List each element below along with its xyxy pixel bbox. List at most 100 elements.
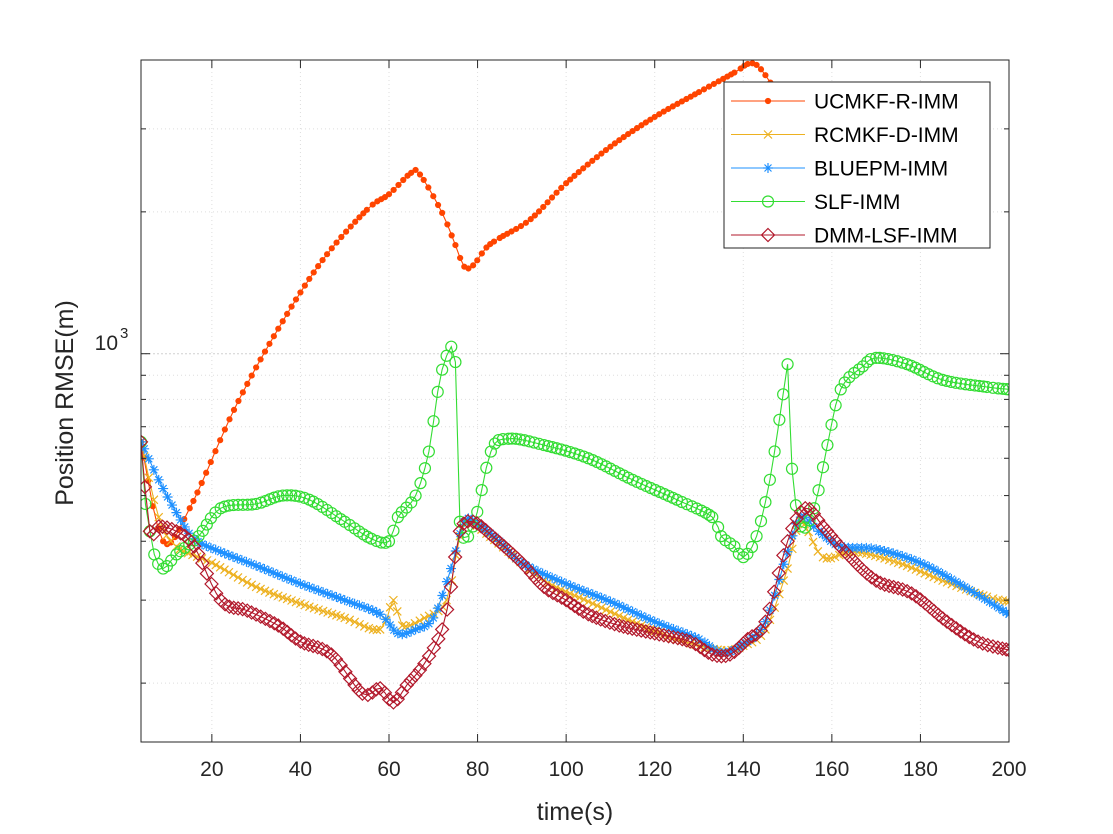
data-point-bluepm-imm <box>263 565 274 576</box>
data-point-dmm-lsf-imm <box>460 513 476 529</box>
data-point-bluepm-imm <box>733 642 744 653</box>
data-point-slf-imm <box>856 360 869 373</box>
x-tick-label: 40 <box>289 758 312 781</box>
data-point-ucmkf-r-imm <box>338 233 345 241</box>
data-point-dmm-lsf-imm <box>575 604 591 619</box>
data-point-rcmkf-d-imm <box>211 560 221 570</box>
data-point-rcmkf-d-imm <box>583 597 593 606</box>
data-point-bluepm-imm <box>295 578 306 589</box>
data-point-bluepm-imm <box>490 532 501 543</box>
data-point-rcmkf-d-imm <box>924 570 934 580</box>
data-point-bluepm-imm <box>614 600 625 611</box>
data-point-ucmkf-r-imm <box>563 180 570 187</box>
data-point-dmm-lsf-imm <box>368 681 384 697</box>
data-point-slf-imm <box>745 540 759 554</box>
data-point-rcmkf-d-imm <box>215 562 225 572</box>
data-point-rcmkf-d-imm <box>247 580 257 590</box>
data-point-rcmkf-d-imm <box>375 624 385 634</box>
data-point-rcmkf-d-imm <box>592 601 602 611</box>
data-point-dmm-lsf-imm <box>284 627 299 643</box>
data-point-bluepm-imm <box>277 571 288 582</box>
data-point-bluepm-imm <box>423 618 434 629</box>
data-point-ucmkf-r-imm <box>490 238 498 245</box>
data-point-dmm-lsf-imm <box>319 643 335 659</box>
legend-item-dmm-lsf-imm: DMM-LSF-IMM <box>731 225 957 248</box>
data-point-dmm-lsf-imm <box>239 603 255 618</box>
data-point-slf-imm <box>484 445 497 458</box>
data-point-rcmkf-d-imm <box>229 570 238 580</box>
data-point-dmm-lsf-imm <box>258 611 273 627</box>
data-point-bluepm-imm <box>574 584 585 595</box>
data-point-bluepm-imm <box>542 570 553 581</box>
data-point-bluepm-imm <box>232 553 243 564</box>
data-point-slf-imm <box>816 461 830 474</box>
data-point-ucmkf-r-imm <box>448 232 455 239</box>
data-point-bluepm-imm <box>1001 607 1009 618</box>
data-point-bluepm-imm <box>415 622 425 633</box>
data-point-rcmkf-d-imm <box>588 599 598 608</box>
y-major-tick-label: 10 3 <box>95 325 129 355</box>
data-point-bluepm-imm <box>649 616 660 627</box>
data-point-dmm-lsf-imm <box>961 629 977 645</box>
data-point-slf-imm <box>977 380 990 393</box>
data-point-slf-imm <box>141 435 148 448</box>
data-point-dmm-lsf-imm <box>217 596 233 612</box>
data-point-ucmkf-r-imm <box>611 140 618 147</box>
data-point-ucmkf-r-imm <box>416 171 424 178</box>
data-point-slf-imm <box>505 432 519 445</box>
data-point-slf-imm <box>550 442 563 455</box>
data-point-ucmkf-r-imm <box>700 86 708 93</box>
data-point-rcmkf-d-imm <box>385 602 395 612</box>
data-point-bluepm-imm <box>524 562 535 573</box>
data-point-dmm-lsf-imm <box>443 579 459 595</box>
data-point-bluepm-imm <box>537 568 548 579</box>
data-point-ucmkf-r-imm <box>279 318 286 325</box>
data-point-bluepm-imm <box>158 483 169 494</box>
data-point-ucmkf-r-imm <box>342 228 350 235</box>
data-point-dmm-lsf-imm <box>656 627 672 643</box>
x-tick-label: 120 <box>637 758 672 781</box>
data-point-bluepm-imm <box>246 558 257 569</box>
data-point-bluepm-imm <box>866 543 877 554</box>
data-point-ucmkf-r-imm <box>230 406 238 413</box>
data-point-ucmkf-r-imm <box>261 348 269 355</box>
data-point-dmm-lsf-imm <box>342 671 358 686</box>
data-point-rcmkf-d-imm <box>389 595 398 605</box>
data-point-slf-imm <box>405 496 418 509</box>
data-point-ucmkf-r-imm <box>575 169 582 176</box>
data-point-dmm-lsf-imm <box>793 504 809 520</box>
data-point-dmm-lsf-imm <box>412 662 428 678</box>
data-point-dmm-lsf-imm <box>541 582 556 598</box>
data-point-slf-imm <box>896 356 909 369</box>
data-point-dmm-lsf-imm <box>589 610 604 626</box>
data-point-slf-imm <box>382 535 396 548</box>
data-point-ucmkf-r-imm <box>248 372 255 379</box>
data-point-ucmkf-r-imm <box>186 505 193 512</box>
data-point-ucmkf-r-imm <box>266 340 273 347</box>
x-tick-label: 100 <box>549 758 584 781</box>
data-point-bluepm-imm <box>459 516 470 527</box>
data-point-ucmkf-r-imm <box>244 380 251 387</box>
data-point-slf-imm <box>980 380 993 394</box>
data-point-dmm-lsf-imm <box>253 609 269 624</box>
data-point-ucmkf-r-imm <box>642 119 649 126</box>
data-point-dmm-lsf-imm <box>377 685 393 701</box>
data-point-dmm-lsf-imm <box>868 573 884 588</box>
data-point-dmm-lsf-imm <box>310 639 326 655</box>
data-point-bluepm-imm <box>167 500 177 511</box>
data-point-bluepm-imm <box>888 548 899 559</box>
data-point-dmm-lsf-imm <box>966 632 981 647</box>
data-point-dmm-lsf-imm <box>549 587 565 603</box>
data-point-dmm-lsf-imm <box>692 639 708 655</box>
data-point-slf-imm <box>873 351 886 364</box>
data-point-dmm-lsf-imm <box>314 641 330 657</box>
data-point-slf-imm <box>272 490 285 503</box>
data-point-rcmkf-d-imm <box>368 625 378 634</box>
data-point-ucmkf-r-imm <box>483 244 490 251</box>
data-point-slf-imm <box>750 530 763 543</box>
data-point-dmm-lsf-imm <box>748 627 764 642</box>
data-point-slf-imm <box>949 376 963 389</box>
data-point-slf-imm <box>881 352 895 366</box>
data-point-rcmkf-d-imm <box>392 607 402 616</box>
data-point-dmm-lsf-imm <box>230 601 246 616</box>
